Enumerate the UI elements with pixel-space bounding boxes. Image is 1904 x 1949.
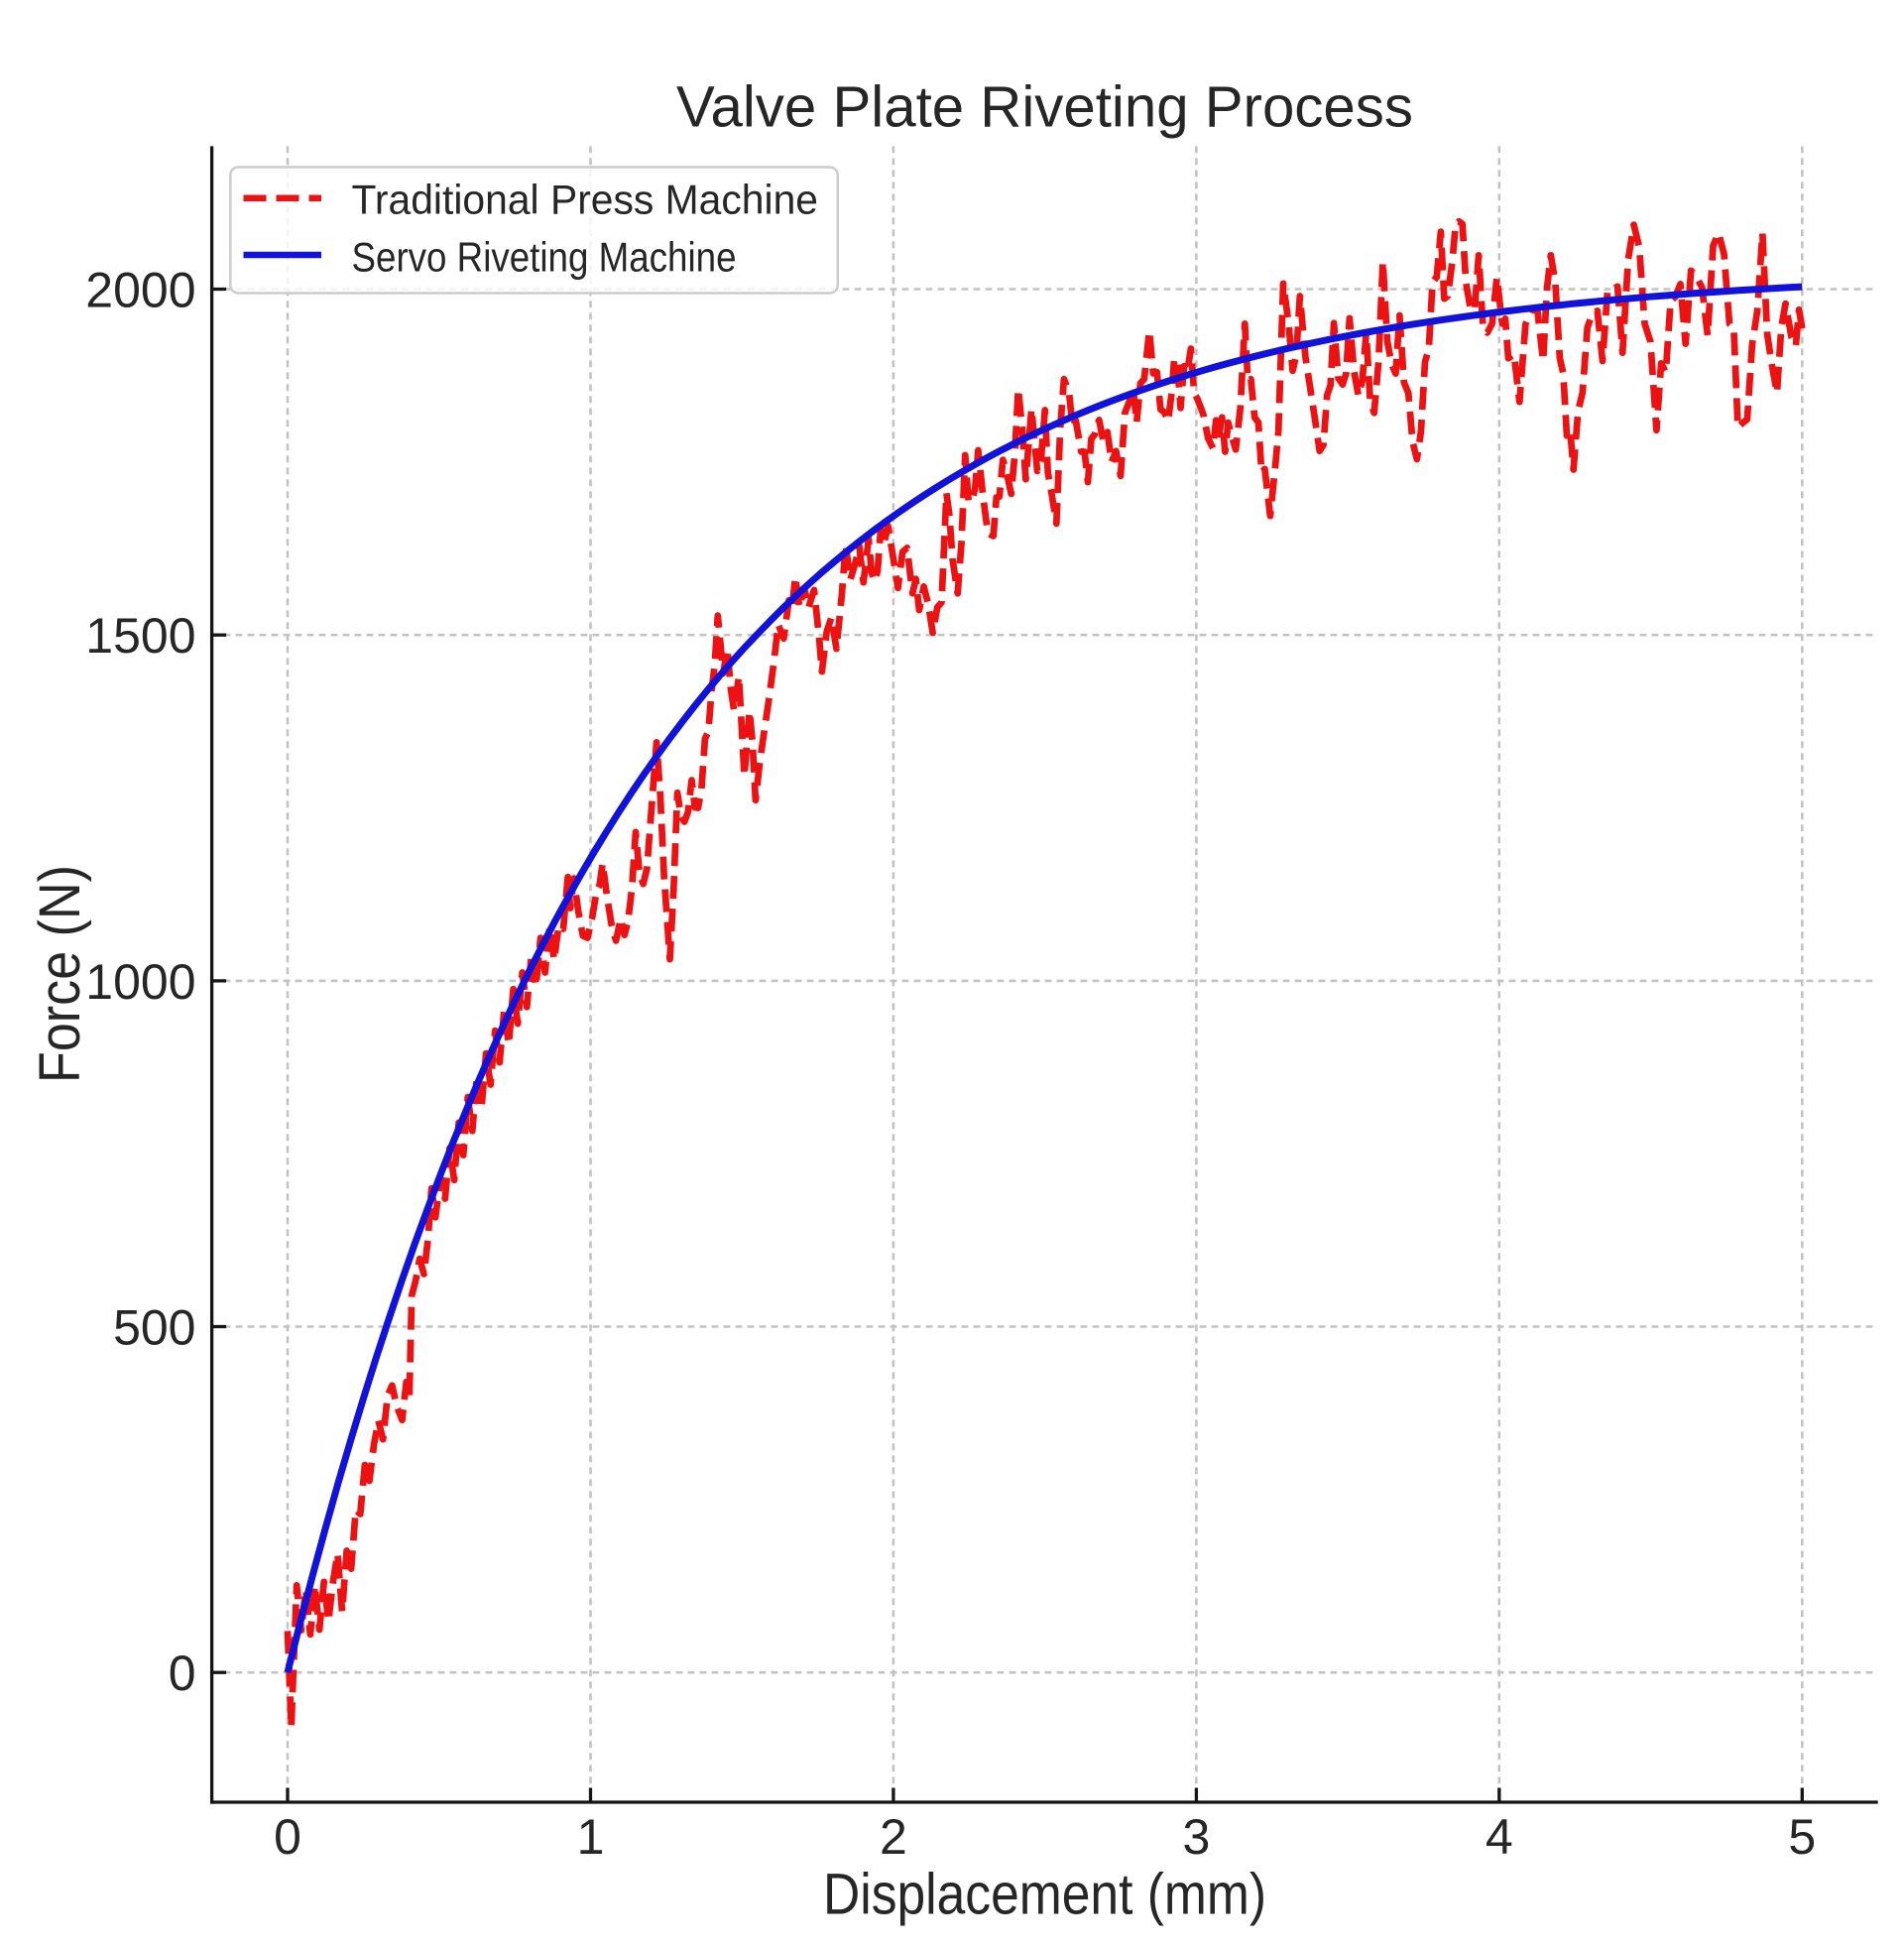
svg-text:4: 4 (1486, 1809, 1513, 1865)
svg-text:Force (N): Force (N) (28, 865, 92, 1083)
svg-text:500: 500 (113, 1300, 195, 1356)
svg-text:2: 2 (880, 1809, 907, 1865)
svg-text:2000: 2000 (85, 263, 195, 318)
svg-text:1500: 1500 (85, 608, 195, 664)
svg-text:Valve Plate Riveting Process: Valve Plate Riveting Process (676, 74, 1413, 139)
svg-text:1: 1 (577, 1809, 605, 1865)
svg-text:5: 5 (1788, 1809, 1816, 1865)
svg-text:0: 0 (274, 1809, 301, 1865)
svg-text:Servo Riveting Machine: Servo Riveting Machine (352, 234, 737, 281)
svg-text:1000: 1000 (85, 954, 195, 1010)
svg-text:Displacement (mm): Displacement (mm) (823, 1863, 1266, 1927)
svg-text:0: 0 (169, 1645, 196, 1701)
svg-text:3: 3 (1182, 1809, 1210, 1865)
svg-text:Traditional Press Machine: Traditional Press Machine (352, 177, 819, 223)
